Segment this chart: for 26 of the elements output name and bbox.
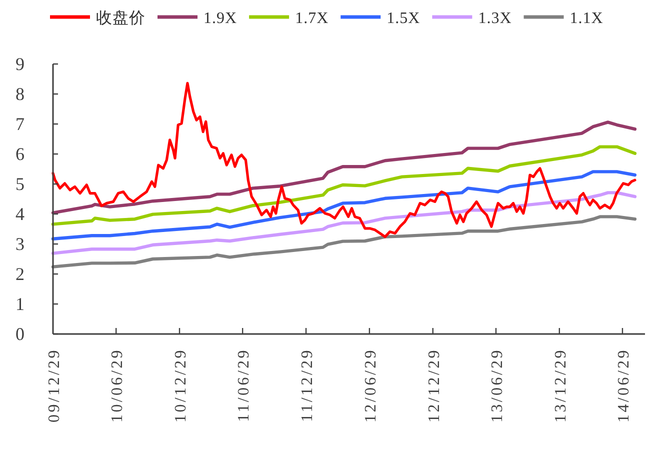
legend-label: 1.1X	[570, 10, 604, 27]
x-tick-label: 10/06/29	[109, 348, 126, 422]
x-tick-label: 13/12/29	[552, 348, 570, 422]
legend-label: 1.9X	[204, 10, 238, 27]
x-tick-label: 14/06/29	[615, 348, 632, 422]
x-tick-label: 11/06/29	[236, 348, 253, 422]
y-tick-label: 0	[16, 324, 24, 344]
x-tick-label: 10/12/29	[172, 348, 190, 422]
x-tick-label: 09/12/29	[46, 348, 63, 422]
y-tick-label: 8	[16, 84, 24, 104]
x-tick-label: 11/12/29	[299, 348, 316, 422]
y-tick-label: 6	[16, 144, 24, 164]
legend-label: 1.7X	[295, 10, 329, 27]
y-tick-label: 4	[16, 204, 24, 224]
y-tick-label: 2	[16, 264, 24, 284]
x-tick-label: 12/12/29	[426, 348, 443, 422]
y-tick-label: 5	[16, 174, 24, 194]
legend-label: 收盘价	[96, 10, 146, 27]
legend-label: 1.5X	[386, 10, 420, 27]
y-tick-label: 7	[16, 114, 24, 134]
x-tick-label: 12/06/29	[362, 348, 380, 422]
y-tick-label: 1	[16, 294, 24, 314]
legend-label: 1.3X	[478, 10, 512, 27]
y-tick-label: 9	[16, 54, 24, 74]
x-tick-label: 13/06/29	[488, 348, 506, 422]
y-tick-label: 3	[16, 234, 24, 254]
